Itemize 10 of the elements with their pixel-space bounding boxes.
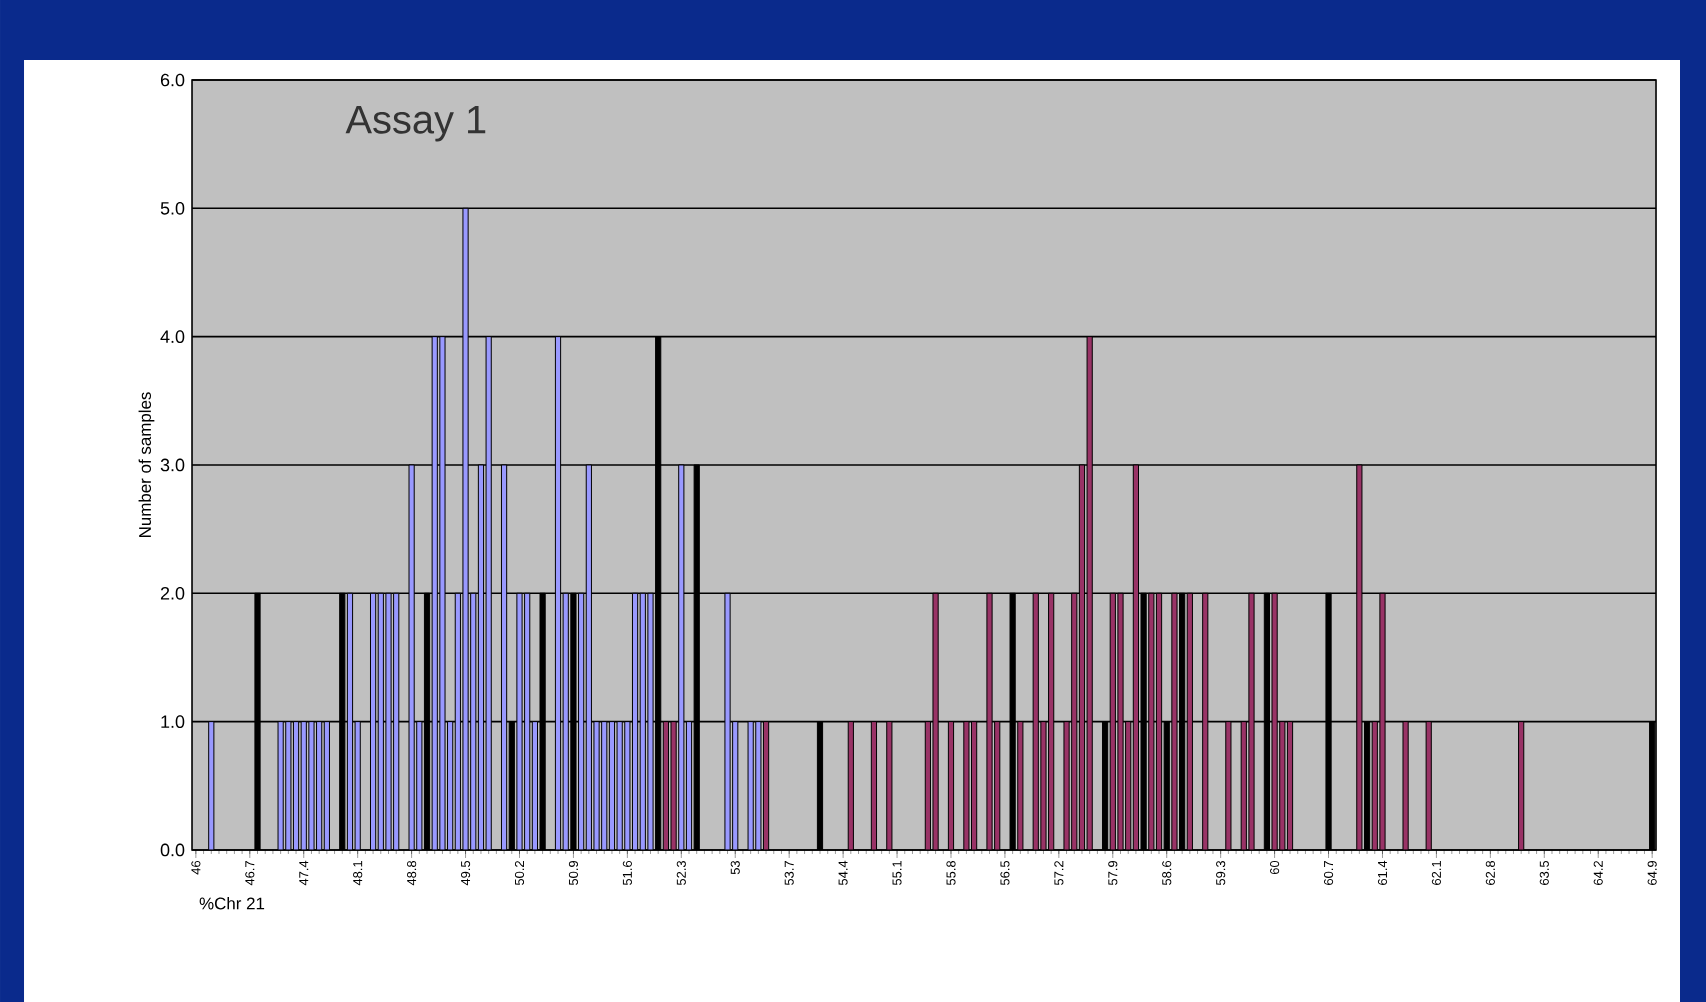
y-tick-label: 4.0 bbox=[160, 330, 185, 344]
y-tick-label: 1.0 bbox=[161, 715, 185, 728]
y-tick-label: 5.0 bbox=[160, 201, 185, 215]
x-axis-title: %Chr 21 bbox=[199, 897, 265, 910]
y-tick-label: 6.0 bbox=[160, 73, 185, 87]
y-tick-label: 3.0 bbox=[160, 458, 185, 472]
y-tick-label: 0.0 bbox=[160, 843, 185, 857]
y-axis-title: Number of samples bbox=[138, 392, 155, 538]
text: Assay 1 bbox=[345, 105, 486, 142]
y-tick-label: 2.0 bbox=[160, 586, 185, 600]
